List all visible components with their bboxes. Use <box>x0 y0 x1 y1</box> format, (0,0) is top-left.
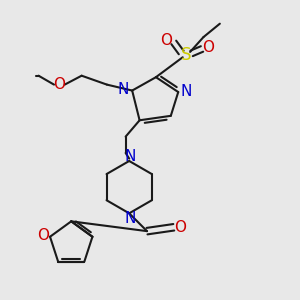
Text: O: O <box>53 77 65 92</box>
Text: O: O <box>174 220 186 235</box>
Text: O: O <box>160 32 172 47</box>
Text: N: N <box>118 82 129 97</box>
Text: O: O <box>38 228 50 243</box>
Text: N: N <box>125 211 136 226</box>
Text: N: N <box>181 84 192 99</box>
Text: O: O <box>202 40 214 55</box>
Text: S: S <box>180 46 191 64</box>
Text: N: N <box>125 149 136 164</box>
